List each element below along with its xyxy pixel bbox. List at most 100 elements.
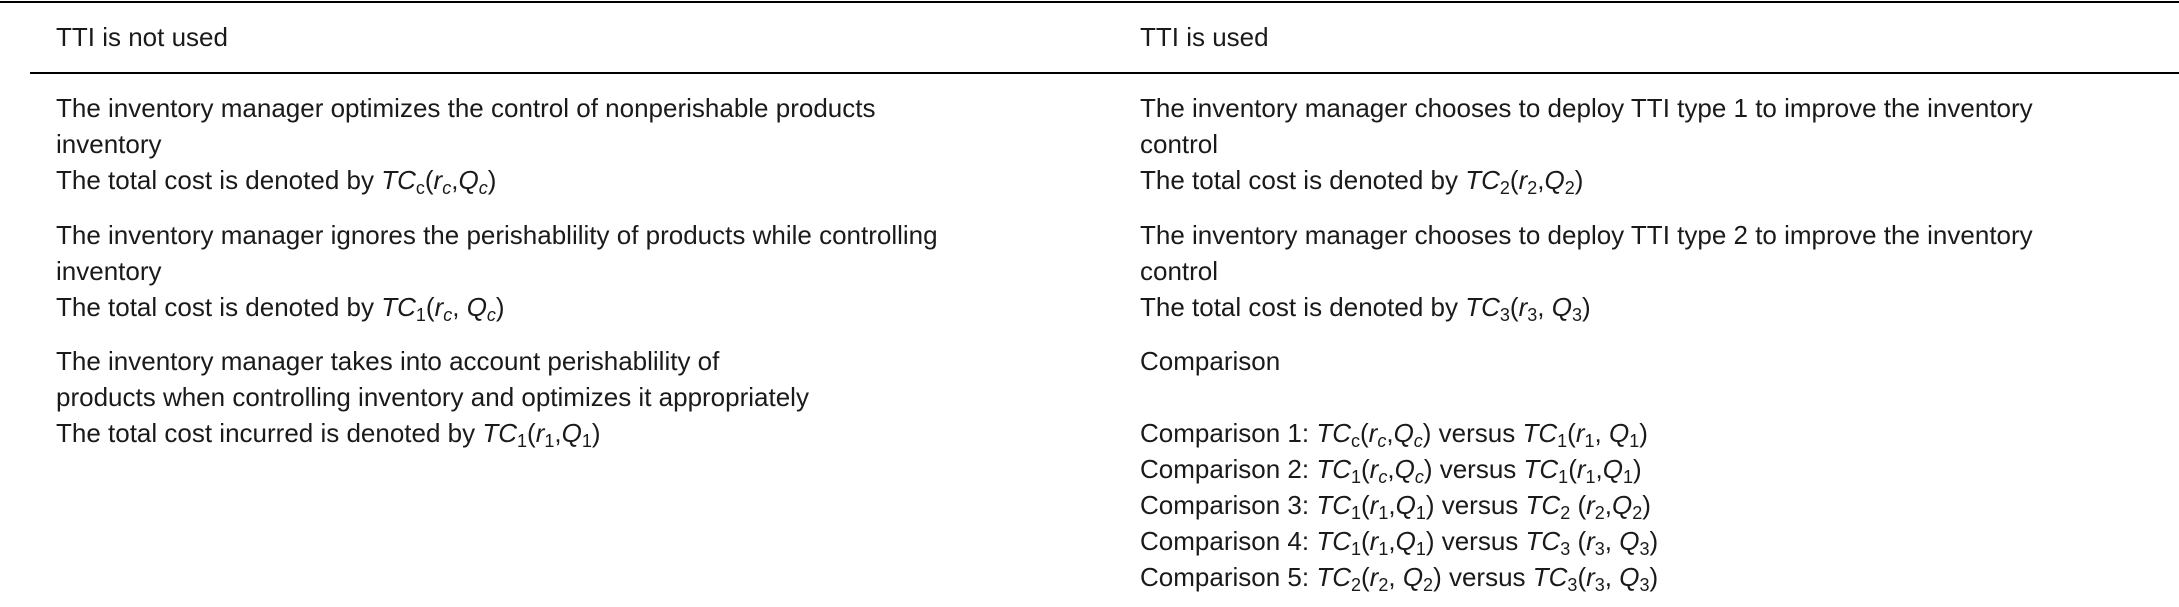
text: (: [1570, 526, 1587, 556]
formula-part: 1: [1350, 503, 1361, 523]
formula-part: r: [1576, 454, 1586, 484]
formula-part: 1: [1415, 503, 1426, 523]
text: (: [527, 418, 536, 448]
text: ): [591, 418, 601, 448]
formula-part: 2: [1632, 503, 1643, 523]
comparison-line: Comparison 4: TC1(r1,Q1) versus TC3 (r3,…: [1140, 523, 1658, 559]
table-cell: The inventory manager optimizes the cont…: [56, 90, 875, 198]
text: ): [1649, 562, 1659, 592]
formula-part: 3: [1499, 305, 1510, 325]
formula-part: TC: [482, 418, 518, 448]
formula-part: 1: [1629, 431, 1640, 451]
formula-part: 1: [1378, 539, 1389, 559]
text: The inventory manager optimizes the cont…: [56, 93, 876, 123]
cell-line: The inventory manager takes into account…: [56, 343, 809, 379]
text: ,: [1594, 418, 1609, 448]
text: ) versus: [1425, 526, 1526, 556]
formula-part: Q: [561, 418, 582, 448]
text: ,: [1604, 490, 1613, 520]
formula-part: c: [415, 178, 425, 198]
formula-part: c: [443, 305, 453, 325]
formula-part: TC: [1316, 562, 1351, 592]
formula-part: Q: [1602, 454, 1624, 484]
formula-part: r: [1586, 562, 1595, 592]
formula-part: 1: [1350, 539, 1361, 559]
formula-part: 3: [1639, 539, 1650, 559]
text: ,: [1387, 454, 1395, 484]
formula-part: Q: [1619, 526, 1640, 556]
formula-part: r: [1518, 165, 1528, 195]
formula-part: 1: [1558, 467, 1569, 487]
formula-part: 1: [1623, 467, 1634, 487]
header-cell: TTI is used: [1140, 22, 1269, 52]
formula-part: r: [1586, 526, 1595, 556]
formula-part: Q: [1544, 165, 1565, 195]
formula-part: Q: [1608, 418, 1630, 448]
text: The total cost is denoted by: [56, 292, 382, 322]
formula-part: TC: [1525, 490, 1561, 520]
text: Comparison: [1140, 346, 1281, 376]
formula-part: 2: [1527, 178, 1538, 198]
formula-part: 1: [1415, 539, 1426, 559]
formula-part: 1: [1557, 431, 1568, 451]
cell-line: inventory: [56, 253, 938, 289]
text: The total cost is denoted by: [1140, 292, 1466, 322]
formula-part: c: [1350, 431, 1360, 451]
text: ): [495, 292, 505, 322]
text: ,: [1388, 490, 1396, 520]
formula-part: c: [478, 178, 488, 198]
formula-part: TC: [1316, 454, 1351, 484]
formula-part: TC: [1316, 490, 1351, 520]
formula-part: Q: [1551, 292, 1572, 322]
formula-part: r: [535, 418, 545, 448]
text: (: [1570, 490, 1587, 520]
formula-part: 1: [1585, 467, 1596, 487]
table-cell: The inventory manager chooses to deploy …: [1140, 90, 2033, 198]
table-cell: Comparison Comparison 1: TCc(rc,Qc) versu…: [1140, 343, 1658, 595]
formula-part: Q: [1402, 562, 1424, 592]
text: ,: [1595, 454, 1603, 484]
text: (: [1361, 490, 1370, 520]
formula-part: Q: [1395, 490, 1416, 520]
comparison-line: Comparison 2: TC1(rc,Qc) versus TC1(r1,Q…: [1140, 451, 1658, 487]
text: ,: [554, 418, 562, 448]
text: Comparison 3:: [1140, 490, 1317, 520]
formula-part: TC: [1532, 562, 1568, 592]
formula-part: TC: [1522, 418, 1558, 448]
formula-part: TC: [1316, 526, 1351, 556]
text: The inventory manager takes into account…: [56, 346, 720, 376]
formula-part: c: [486, 305, 496, 325]
table-cell: The inventory manager ignores the perish…: [56, 217, 938, 325]
formula-part: Q: [466, 292, 487, 322]
formula-part: 3: [1639, 575, 1650, 595]
formula-part: Q: [1394, 454, 1415, 484]
top-rule: [0, 1, 2179, 3]
text: (: [1361, 526, 1370, 556]
text: ): [1639, 418, 1648, 448]
formula-part: r: [1369, 526, 1379, 556]
text: ): [1633, 454, 1642, 484]
formula-part: 3: [1594, 575, 1605, 595]
formula-part: 1: [581, 431, 592, 451]
formula-part: 2: [1499, 178, 1510, 198]
text: products when controlling inventory and …: [56, 382, 809, 412]
formula-part: r: [1369, 490, 1379, 520]
text: ,: [1537, 292, 1552, 322]
formula-part: r: [1368, 418, 1378, 448]
formula-part: 1: [1378, 503, 1389, 523]
text: ,: [1388, 562, 1403, 592]
formula-part: 1: [415, 305, 426, 325]
formula-part: Q: [1612, 490, 1633, 520]
text: (: [1361, 562, 1370, 592]
formula-part: TC: [381, 165, 416, 195]
comparison-line: Comparison 1: TCc(rc,Qc) versus TC1(r1, …: [1140, 415, 1658, 451]
text: ): [1574, 165, 1584, 195]
text: The total cost incurred is denoted by: [56, 418, 483, 448]
formula-part: 3: [1594, 539, 1605, 559]
text: The inventory manager chooses to deploy …: [1140, 220, 2033, 250]
comparison-line: Comparison 3: TC1(r1,Q1) versus TC2 (r2,…: [1140, 487, 1658, 523]
text: The total cost is denoted by: [56, 165, 382, 195]
formula-part: 2: [1423, 575, 1434, 595]
spacer: [1140, 379, 1658, 415]
